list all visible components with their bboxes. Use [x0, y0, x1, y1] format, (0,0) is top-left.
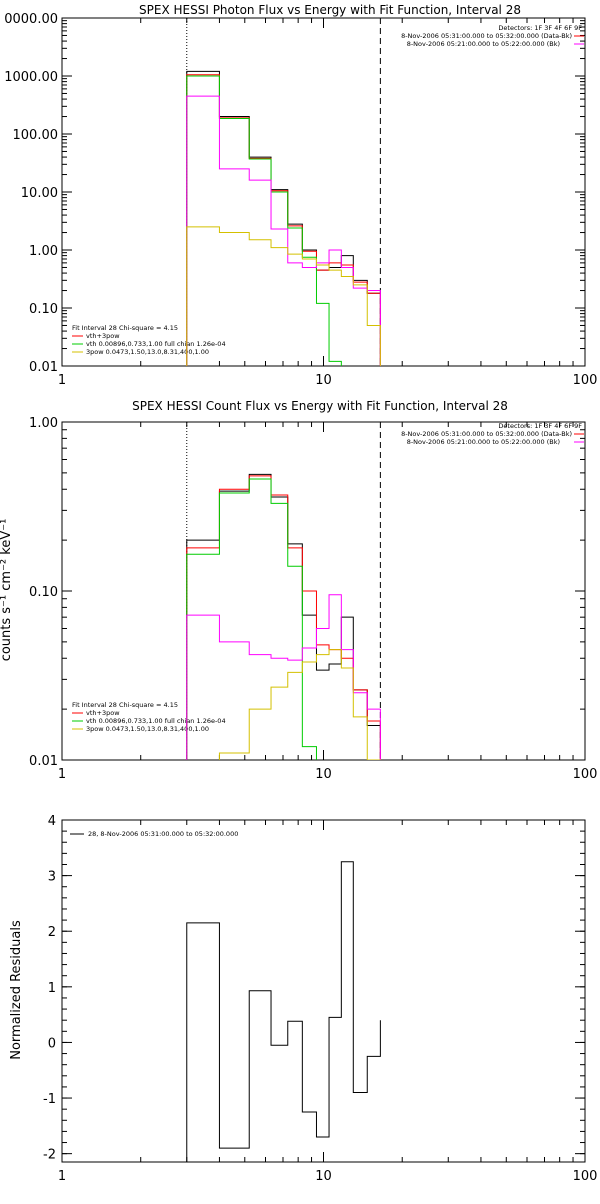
x-tick-label: 1: [58, 767, 66, 782]
plot-frame: [61, 421, 586, 761]
photon-vth-label: vth 0.00896,0.733,1.00 full chian 1.26e-…: [86, 340, 226, 348]
residuals-interval-label: 28, 8-Nov-2006 05:31:00.000 to 05:32:00.…: [88, 830, 238, 838]
plot-frame: [61, 819, 586, 1163]
count-model-label: vth+3pow: [86, 709, 120, 717]
y-tick-label: 0.10: [29, 302, 58, 317]
x-tick-label: 10: [315, 1169, 332, 1184]
count-data-interval-label: 8-Nov-2006 05:31:00.000 to 05:32:00.000 …: [401, 430, 572, 438]
residuals-y-label: Normalized Residuals: [9, 920, 24, 1060]
series-3-line: [186, 75, 342, 366]
series-1-line: [186, 70, 381, 366]
y-tick-label: 1.00: [29, 416, 58, 431]
y-tick-label: 2: [48, 925, 56, 940]
series-2-line: [186, 74, 381, 366]
series-4-line: [186, 594, 381, 760]
y-tick-label: -2: [43, 1148, 56, 1163]
panel-3: 1 10 100 -2 -1 0 1 2 3 4: [43, 814, 597, 1184]
photon-bk-interval-label: 8-Nov-2006 05:21:00.000 to 05:22:00.000 …: [407, 40, 560, 48]
y-tick-label: 0.01: [29, 360, 58, 375]
y-tick-label: 0000.00: [4, 12, 58, 27]
count-bk-interval-label: 8-Nov-2006 05:21:00.000 to 05:22:00.000 …: [407, 438, 560, 446]
y-tick-label: 4: [48, 814, 56, 829]
x-tick-label: 100: [573, 373, 598, 388]
y-tick-label: 3: [48, 870, 56, 885]
y-tick-label: 1000.00: [4, 70, 58, 85]
x-tick-label: 10: [315, 767, 332, 782]
panel-1: 1 10 100 0.01 0.10 1.00 10.00 100.00 1000.00 0000…: [4, 12, 598, 388]
count-fit-interval-label: Fit Interval 28 Chi-square = 4.15: [72, 701, 178, 709]
y-tick-label: 100.00: [13, 128, 59, 143]
series-3-line: [186, 478, 317, 760]
photon-fit-interval-label: Fit Interval 28 Chi-square = 4.15: [72, 324, 178, 332]
photon-data-interval-label: 8-Nov-2006 05:31:00.000 to 05:32:00.000 …: [401, 32, 572, 40]
plot-frame: [61, 17, 586, 367]
y-tick-label: 1.00: [29, 244, 58, 259]
x-tick-label: 10: [315, 373, 332, 388]
count-vth-label: vth 0.00896,0.733,1.00 full chian 1.26e-…: [86, 717, 226, 725]
series-5-line: [186, 226, 381, 366]
photon-3pow-label: 3pow 0.0473,1.50,13.0,8.31,400,1.00: [86, 348, 209, 356]
x-tick-label: 1: [58, 373, 66, 388]
y-tick-label: 0.01: [29, 754, 58, 769]
series-group: [186, 473, 381, 760]
series-group: [186, 861, 381, 1162]
y-tick-label: 10.00: [21, 186, 58, 201]
x-tick-label: 100: [573, 767, 598, 782]
series-2-line: [186, 475, 381, 760]
count-flux-title: SPEX HESSI Count Flux vs Energy with Fit…: [132, 399, 508, 413]
y-tick-label: 0.10: [29, 585, 58, 600]
photon-model-label: vth+3pow: [86, 332, 120, 340]
panel-2: 1 10 100 0.01 0.10 1.00: [29, 416, 598, 782]
y-tick-label: -1: [43, 1092, 56, 1107]
series-1-line: [186, 861, 381, 1162]
series-group: [186, 70, 381, 366]
y-tick-label: 1: [48, 981, 56, 996]
photon-flux-title: SPEX HESSI Photon Flux vs Energy with Fi…: [139, 3, 521, 17]
x-tick-label: 100: [573, 1169, 598, 1184]
count-detectors-label: Detectors: 1F 3F 4F 6F 9F: [498, 422, 582, 430]
series-4-line: [186, 95, 381, 366]
x-tick-label: 1: [58, 1169, 66, 1184]
count-3pow-label: 3pow 0.0473,1.50,13.0,8.31,400,1.00: [86, 725, 209, 733]
y-tick-label: 0: [48, 1036, 56, 1051]
series-5-line: [186, 649, 381, 760]
photon-detectors-label: Detectors: 1F 3F 4F 6F 9F: [498, 24, 582, 32]
count-flux-y-label: counts s⁻¹ cm⁻² keV⁻¹: [0, 519, 14, 662]
